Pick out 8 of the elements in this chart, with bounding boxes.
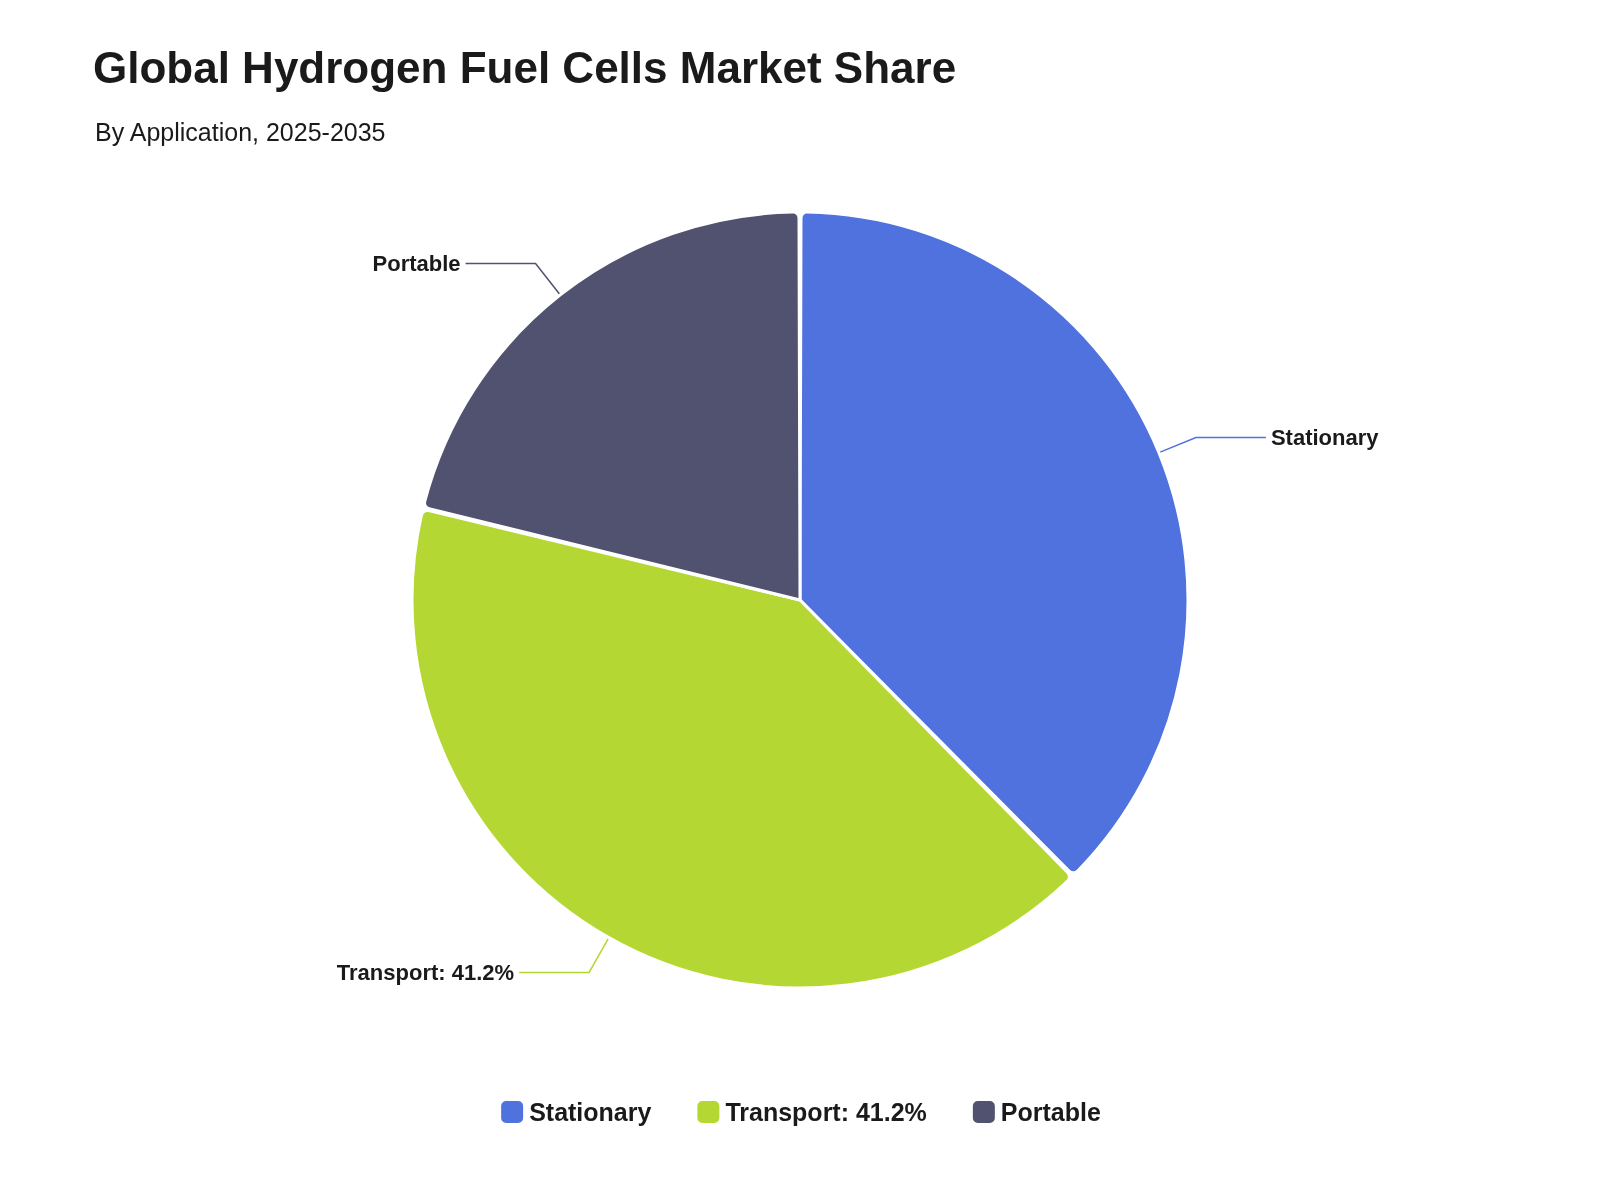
chart-title: Global Hydrogen Fuel Cells Market Share: [93, 42, 957, 92]
chart-subtitle: By Application, 2025-2035: [95, 117, 386, 146]
slice-label: Transport: 41.2%: [336, 959, 515, 985]
slice-label: Portable: [372, 250, 461, 276]
legend-label: Portable: [1000, 1098, 1101, 1126]
legend-label: Transport: 41.2%: [725, 1098, 927, 1126]
slice-label: Stationary: [1270, 424, 1380, 450]
legend-label: Stationary: [529, 1098, 652, 1126]
